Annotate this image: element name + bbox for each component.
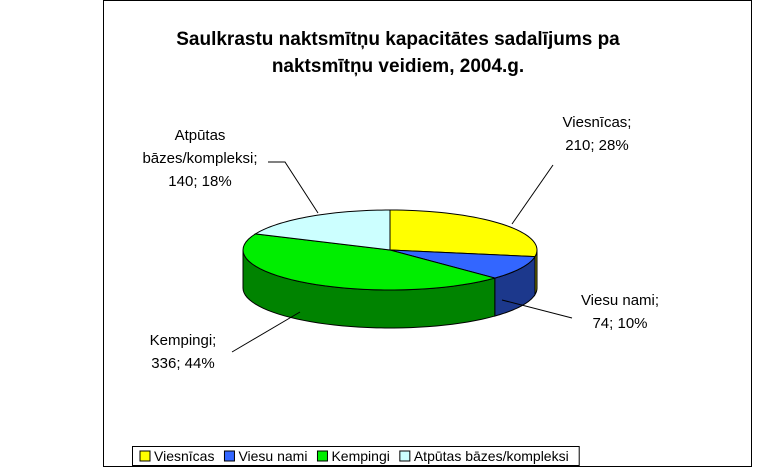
- pie-slice: [389, 249, 536, 279]
- legend-label: Viesu nami: [238, 448, 307, 464]
- legend-swatch: [316, 450, 328, 462]
- leader-line: [511, 164, 554, 225]
- legend-swatch: [139, 450, 151, 462]
- legend-label: Kempingi: [331, 448, 389, 464]
- pie-slice: [389, 209, 538, 258]
- data-label: Viesnīcas; 210; 28%: [563, 114, 632, 154]
- legend-swatch: [399, 450, 411, 462]
- legend-label: Viesnīcas: [154, 448, 214, 464]
- legend: Viesnīcas Viesu nami Kempingi Atpūtas bāzes…: [132, 446, 580, 466]
- legend-swatch: [223, 450, 235, 462]
- legend-label: Atpūtas bāzes/kompleksi: [414, 448, 569, 464]
- leader-line: [268, 161, 319, 214]
- data-label: Kempingi; 336; 44%: [150, 332, 217, 372]
- pie-slice: [242, 233, 497, 291]
- legend-box: [132, 446, 580, 466]
- data-label: Viesu nami; 74; 10%: [581, 292, 659, 332]
- leader-line: [231, 311, 301, 353]
- data-label: Atpūtas bāzes/kompleksi; 140; 18%: [142, 127, 257, 190]
- leader-line: [501, 299, 573, 319]
- pie-slice: [253, 209, 391, 251]
- chart-title: Saulkrastu naktsmītņu kapacitātes sadalī…: [176, 29, 620, 77]
